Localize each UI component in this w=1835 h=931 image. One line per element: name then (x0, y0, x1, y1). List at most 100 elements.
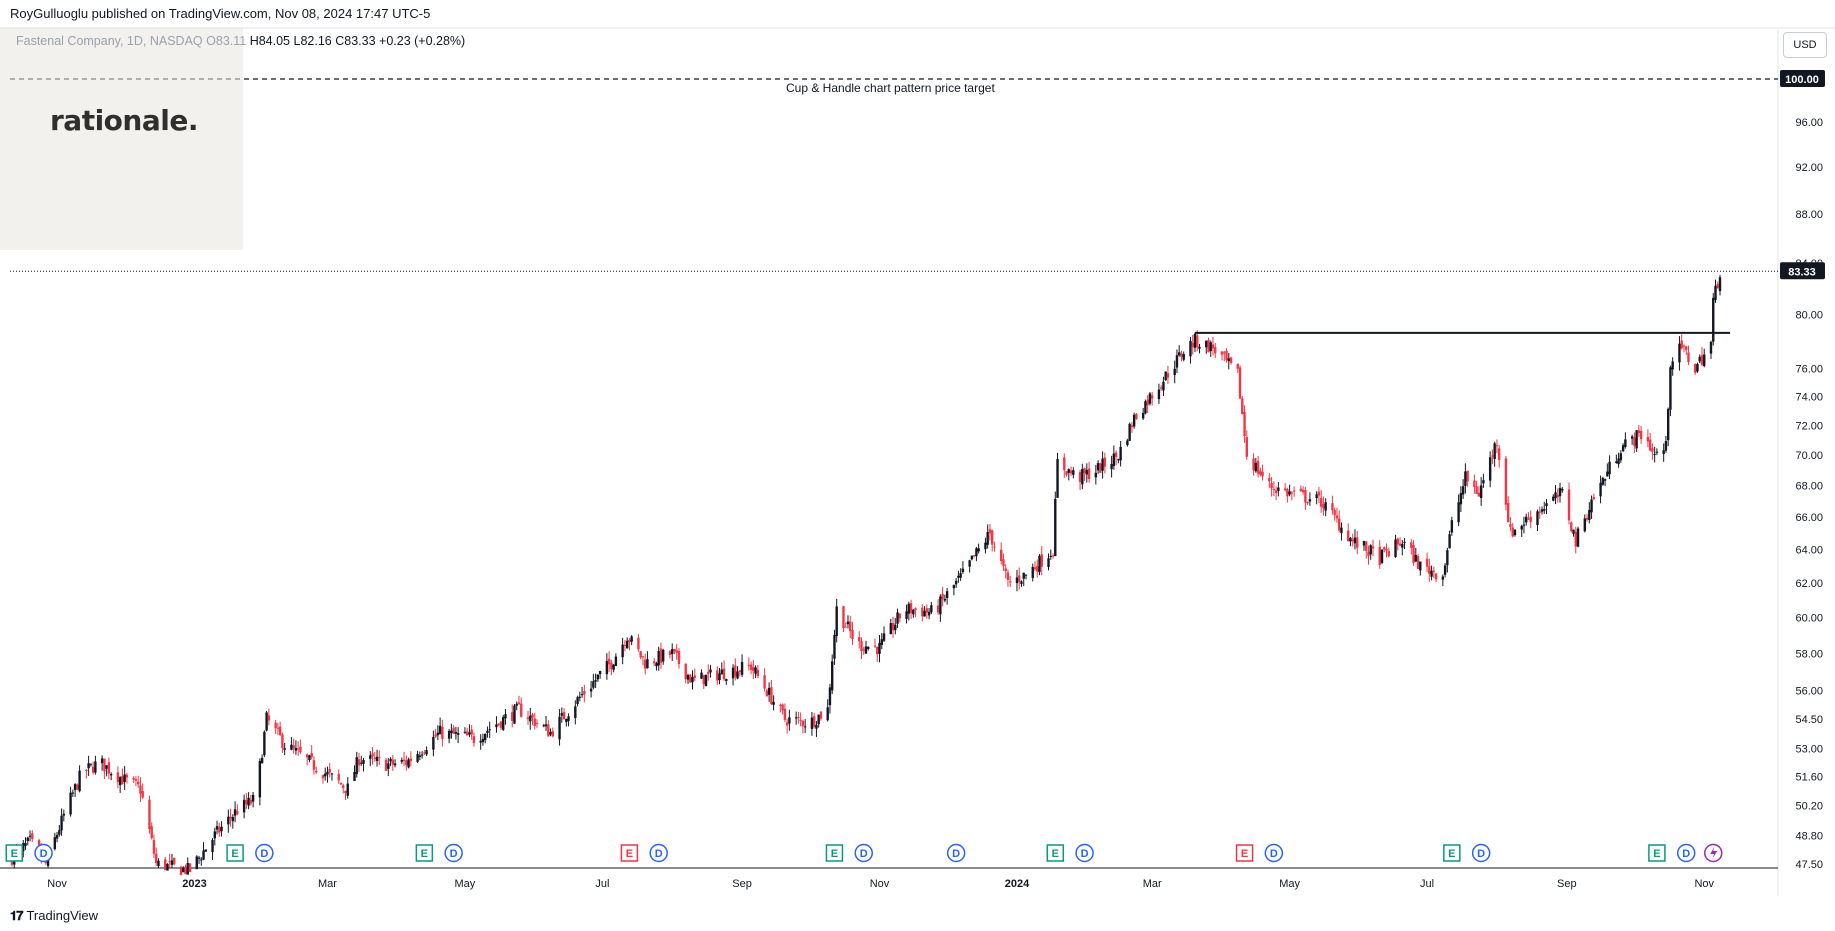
candle-body (1698, 356, 1701, 362)
candle-body (168, 861, 171, 863)
candle-body (1054, 498, 1057, 556)
candle-body (53, 837, 57, 850)
candle-body (1031, 566, 1034, 578)
candle-body (1664, 441, 1668, 451)
candle-body (1227, 358, 1230, 362)
candle-body (1410, 542, 1413, 548)
last-price-tag: 83.33 (1788, 266, 1816, 278)
candle-body (1646, 436, 1650, 442)
candle-body (1331, 503, 1334, 511)
candle-body (1078, 472, 1082, 482)
candle-body (925, 608, 929, 613)
candle-body (1651, 448, 1654, 452)
candle-body (592, 681, 595, 688)
candle-body (1475, 486, 1478, 494)
candle-body (1178, 352, 1181, 356)
candle-body (371, 753, 374, 757)
candle-body (85, 769, 88, 771)
candle-body (659, 648, 663, 663)
candle-body (1590, 499, 1593, 513)
candle-body (1446, 550, 1449, 566)
candle-body (1144, 401, 1147, 414)
candle-body (1245, 437, 1249, 457)
candle-body (362, 759, 365, 764)
candle-body (1324, 502, 1327, 511)
candle-body (281, 734, 284, 749)
lightning-icon (1710, 847, 1718, 859)
candle-body (1112, 453, 1116, 467)
candle-body (986, 532, 989, 545)
candle-body (952, 585, 956, 589)
dividend-event-label: D (40, 848, 48, 860)
candle-body (1479, 485, 1483, 498)
candle-body (1081, 468, 1084, 485)
candle-body (504, 714, 507, 719)
candle-body (132, 778, 135, 780)
candle-body (1198, 346, 1201, 349)
candle-body (1633, 437, 1636, 446)
candle-body (1394, 539, 1397, 557)
candle-body (387, 763, 390, 769)
dividend-event-icon (854, 843, 873, 863)
candle-body (1380, 549, 1384, 563)
y-tick-label: 64.00 (1795, 545, 1823, 557)
candle-body (1428, 566, 1431, 574)
symbol-name[interactable]: Fastenal Company, 1D, NASDAQ (16, 34, 203, 48)
candle-body (707, 671, 710, 674)
candle-body (62, 813, 66, 816)
candle-body (308, 755, 311, 761)
candle-body (700, 672, 703, 679)
candle-body (1671, 361, 1674, 370)
target-annotation: Cup & Handle chart pattern price target (786, 81, 995, 95)
currency-button[interactable]: USD (1783, 32, 1827, 58)
candle-body (166, 863, 169, 871)
candle-body (121, 775, 124, 785)
candle-body (598, 671, 602, 675)
candle-body (799, 719, 802, 721)
candle-body (197, 857, 201, 859)
candle-body (1004, 568, 1007, 572)
candle-body (486, 730, 489, 734)
candle-body (470, 729, 473, 735)
candle-body (914, 608, 917, 611)
candle-body (765, 690, 769, 697)
candle-body (1277, 487, 1280, 491)
candle-body (975, 548, 978, 557)
candle-body (1038, 555, 1041, 573)
candle-body (610, 662, 613, 670)
candle-body (972, 555, 976, 557)
candle-body (1552, 496, 1555, 501)
candle-body (292, 745, 295, 749)
y-tick-label: 92.00 (1795, 162, 1823, 174)
candle-body (215, 826, 219, 830)
candle-body (828, 687, 832, 706)
candle-body (1401, 543, 1404, 548)
candle-body (305, 754, 309, 758)
candle-body (909, 603, 913, 614)
candle-body (1196, 335, 1199, 348)
dividend-event-label: D (1477, 848, 1485, 860)
candle-body (200, 859, 203, 861)
symbol-legend[interactable]: Fastenal Company, 1D, NASDAQ O83.11 H84.… (16, 34, 465, 48)
candle-body (673, 648, 676, 652)
candle-body (1220, 351, 1224, 355)
candle-body (346, 783, 349, 796)
candle-body (1574, 531, 1577, 547)
candle-body (1306, 502, 1309, 504)
candle-body (69, 792, 72, 815)
candle-body (1356, 537, 1359, 548)
candle-body (1556, 495, 1559, 498)
earnings-event-label: E (1448, 848, 1455, 860)
candle-body (927, 611, 931, 616)
candle-body (1525, 516, 1528, 523)
candle-body (1162, 381, 1165, 391)
candle-body (655, 663, 658, 667)
candle-body (1214, 347, 1217, 354)
candle-body (260, 757, 264, 764)
candle-body (157, 860, 160, 867)
candle-body (1617, 458, 1620, 465)
candle-body (339, 782, 343, 785)
candle-body (612, 664, 615, 670)
